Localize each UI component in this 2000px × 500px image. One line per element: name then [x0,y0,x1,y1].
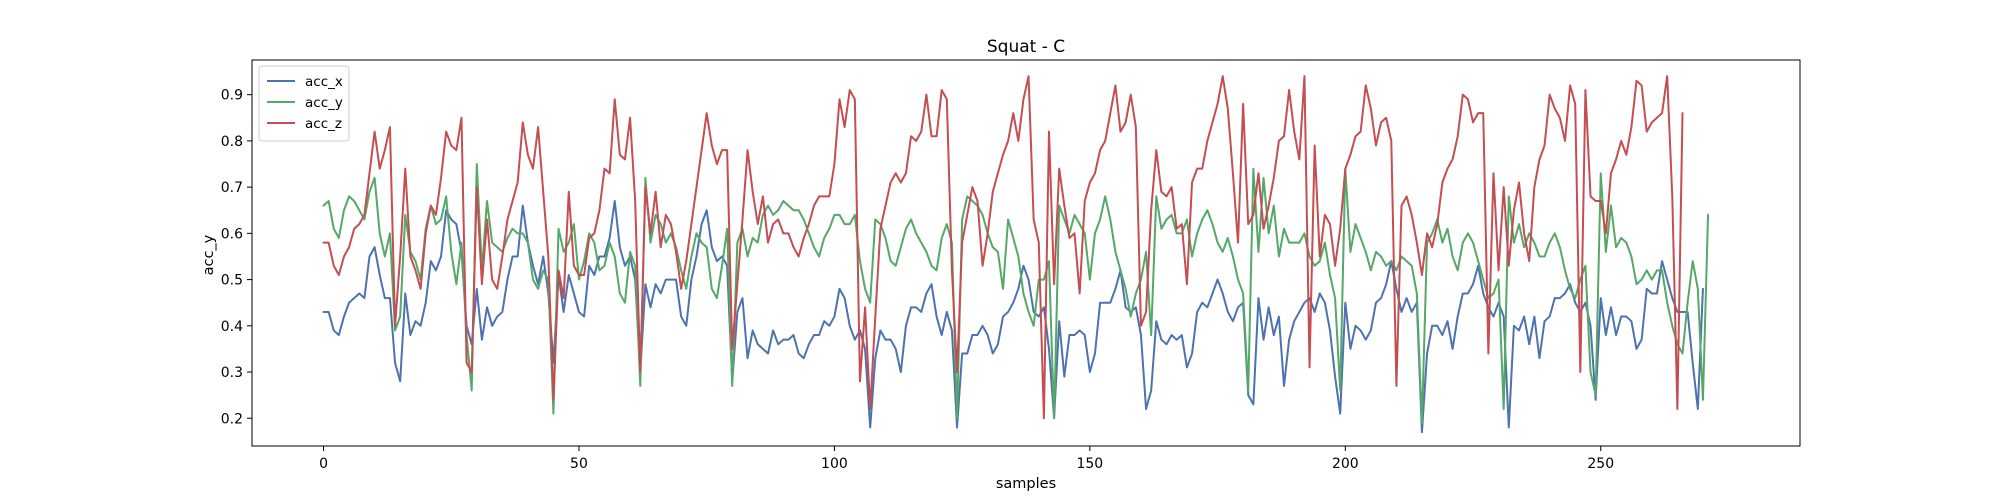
x-tick-label: 150 [1076,456,1103,472]
x-tick-label: 0 [319,456,328,472]
series-line-acc_x [322,199,1704,434]
x-tick-label: 50 [570,456,588,472]
x-axis-label: samples [996,476,1056,492]
y-tick-label: 0.3 [221,365,243,381]
y-tick-label: 0.2 [221,411,243,427]
y-tick-label: 0.6 [221,226,243,242]
y-axis-label: acc_y [201,234,217,275]
axes-layer: 0 50 100 150 200 250 0.2 0.3 0.4 0.5 0.6 0.7 0.8 0.9 [221,59,1801,472]
x-tick-label: 250 [1587,456,1614,472]
y-tick-label: 0.7 [221,180,243,196]
y-tick-label: 0.5 [221,273,243,289]
legend-label-acc_x: acc_x [305,74,343,90]
series-line-acc_z [322,75,1684,420]
chart-title: Squat - C [987,37,1065,57]
y-tick-label: 0.4 [221,319,243,335]
y-tick-label: 0.9 [221,88,243,104]
series-layer [322,75,1710,434]
x-tick-label: 100 [821,456,848,472]
legend: acc_x acc_y acc_z [258,65,350,142]
legend-label-acc_y: acc_y [305,95,343,111]
legend-label-acc_z: acc_z [305,116,342,132]
plot-frame [251,59,1801,447]
x-tick-label: 200 [1332,456,1359,472]
y-tick-label: 0.8 [221,134,243,150]
